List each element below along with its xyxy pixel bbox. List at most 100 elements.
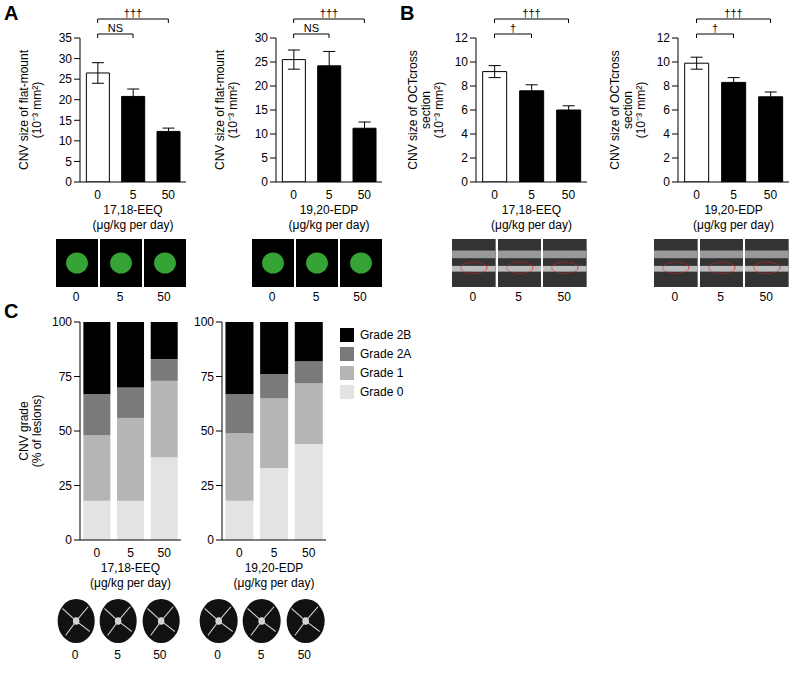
html-text:A: A (4, 2, 19, 24)
svg-text:4: 4 (461, 127, 468, 141)
svg-text:NS: NS (304, 22, 319, 34)
svg-text:0: 0 (65, 533, 72, 547)
html-text:(μg/kg per day): (μg/kg per day) (233, 576, 315, 590)
svg-text:50: 50 (157, 546, 171, 560)
svg-text:30: 30 (59, 52, 73, 66)
html-text:50: 50 (153, 648, 167, 662)
svg-text:0: 0 (93, 546, 100, 560)
svg-text:CNV size of flat-mount(10⁻³ mm: CNV size of flat-mount(10⁻³ mm²) (17, 49, 44, 170)
svg-text:10: 10 (657, 55, 671, 69)
svg-text:0: 0 (461, 175, 468, 189)
svg-text:50: 50 (201, 424, 215, 438)
svg-text:50: 50 (302, 546, 316, 560)
svg-text:5: 5 (528, 188, 535, 202)
svg-text:5: 5 (271, 546, 278, 560)
svg-text:8: 8 (461, 79, 468, 93)
html-text:19,20-EDP: 19,20-EDP (244, 561, 304, 575)
svg-text:†: † (510, 22, 516, 34)
svg-text:2: 2 (461, 151, 468, 165)
svg-text:30: 30 (255, 31, 269, 45)
svg-text:15: 15 (255, 103, 269, 117)
html-text:50: 50 (353, 290, 367, 304)
svg-text:5: 5 (65, 155, 72, 169)
svg-text:4: 4 (663, 127, 670, 141)
html-text:Grade 1: Grade 1 (360, 366, 404, 380)
svg-text:5: 5 (261, 151, 268, 165)
html-text:5: 5 (116, 290, 124, 304)
svg-text:2: 2 (663, 151, 670, 165)
svg-text:0: 0 (290, 188, 297, 202)
svg-text:25: 25 (201, 479, 215, 493)
html-text:17,18-EEQ: 17,18-EEQ (103, 203, 163, 217)
html-text:50: 50 (557, 290, 571, 304)
html-text:50: 50 (759, 290, 773, 304)
svg-text:†††: ††† (320, 7, 338, 19)
svg-text:0: 0 (65, 175, 72, 189)
svg-text:5: 5 (326, 188, 333, 202)
html-text:5: 5 (312, 290, 320, 304)
svg-text:25: 25 (59, 479, 73, 493)
svg-text:0: 0 (207, 533, 214, 547)
html-text:C: C (4, 300, 19, 322)
svg-text:20: 20 (59, 93, 73, 107)
html-text:B: B (400, 2, 415, 24)
svg-text:8: 8 (663, 79, 670, 93)
svg-text:5: 5 (130, 188, 137, 202)
svg-text:†††: ††† (522, 7, 540, 19)
svg-text:15: 15 (59, 114, 73, 128)
svg-text:0: 0 (236, 546, 243, 560)
html-text:Grade 0: Grade 0 (360, 385, 404, 399)
svg-text:NS: NS (108, 22, 123, 34)
html-text:17,18-EEQ: 17,18-EEQ (100, 561, 161, 575)
svg-text:CNV size of OCTcrosssection(10: CNV size of OCTcrosssection(10⁻³ mm²) (406, 50, 446, 169)
svg-text:100: 100 (52, 315, 72, 329)
html-text:0: 0 (268, 290, 276, 304)
html-text:(μg/kg per day): (μg/kg per day) (90, 576, 171, 590)
svg-text:25: 25 (255, 55, 269, 69)
html-text:50: 50 (157, 290, 171, 304)
html-text:17,18-EEQ: 17,18-EEQ (501, 203, 562, 217)
svg-text:12: 12 (657, 31, 671, 45)
svg-text:†: † (712, 22, 718, 34)
svg-text:25: 25 (59, 72, 73, 86)
svg-text:†††: ††† (124, 7, 142, 19)
svg-text:50: 50 (764, 188, 778, 202)
svg-text:12: 12 (455, 31, 469, 45)
svg-text:5: 5 (127, 546, 134, 560)
svg-text:CNV grade(% of lesions): CNV grade(% of lesions) (17, 395, 44, 468)
svg-text:50: 50 (59, 424, 73, 438)
svg-text:50: 50 (162, 188, 176, 202)
html-text:19,20-EDP: 19,20-EDP (299, 203, 359, 217)
svg-text:CNV size of OCTcrosssection(10: CNV size of OCTcrosssection(10⁻³ mm²) (608, 50, 648, 169)
svg-text:75: 75 (59, 370, 73, 384)
svg-text:0: 0 (491, 188, 498, 202)
html-text:Grade 2A: Grade 2A (360, 347, 412, 361)
html-text:(μg/kg per day): (μg/kg per day) (92, 218, 174, 232)
svg-text:20: 20 (255, 79, 269, 93)
svg-text:75: 75 (201, 370, 215, 384)
svg-text:10: 10 (255, 127, 269, 141)
html-text:19,20-EDP: 19,20-EDP (704, 203, 763, 217)
svg-text:6: 6 (663, 103, 670, 117)
html-text:0: 0 (469, 290, 477, 304)
svg-text:0: 0 (663, 175, 670, 189)
svg-text:35: 35 (59, 31, 73, 45)
svg-text:†††: ††† (724, 7, 742, 19)
svg-text:0: 0 (94, 188, 101, 202)
svg-text:10: 10 (59, 134, 73, 148)
svg-text:50: 50 (358, 188, 372, 202)
svg-text:50: 50 (562, 188, 576, 202)
svg-text:100: 100 (194, 315, 214, 329)
html-text:(μg/kg per day): (μg/kg per day) (693, 218, 774, 232)
svg-text:CNV size of flat-mount(10⁻³ mm: CNV size of flat-mount(10⁻³ mm²) (213, 49, 240, 170)
html-text:Grade 2B: Grade 2B (360, 328, 412, 342)
html-text:0: 0 (72, 290, 80, 304)
svg-text:10: 10 (455, 55, 469, 69)
html-text:(μg/kg per day): (μg/kg per day) (491, 218, 572, 232)
svg-text:5: 5 (730, 188, 737, 202)
svg-text:6: 6 (461, 103, 468, 117)
html-text:(μg/kg per day): (μg/kg per day) (288, 218, 370, 232)
svg-text:0: 0 (261, 175, 268, 189)
svg-text:0: 0 (693, 188, 700, 202)
html-text:50: 50 (297, 648, 311, 662)
